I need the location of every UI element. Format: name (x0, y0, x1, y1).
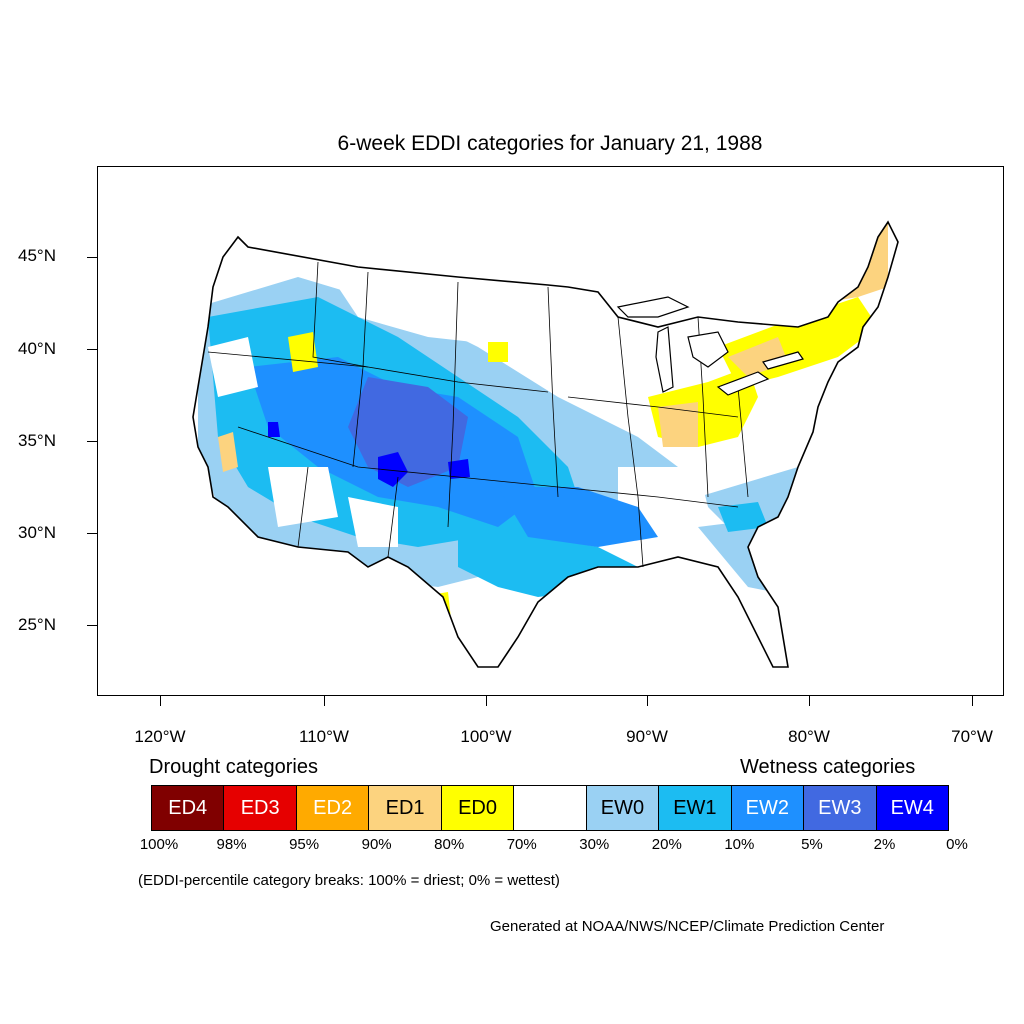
legend-cell-ew1: EW1 (659, 786, 732, 830)
map-frame (97, 166, 1004, 696)
legend-break-label: 100% (139, 836, 179, 853)
legend-break-label: 10% (724, 836, 755, 853)
wetness-heading: Wetness categories (740, 756, 916, 778)
legend-cell-ew3: EW3 (804, 786, 877, 830)
lat-tick (87, 625, 97, 626)
legend-break-label: 2% (873, 836, 896, 853)
state-borders (207, 261, 749, 568)
legend-break-label: 90% (361, 836, 392, 853)
legend-cell-ew0: EW0 (586, 786, 660, 830)
lon-label-70: 70°W (951, 727, 993, 746)
lon-label-80: 80°W (788, 727, 830, 746)
legend-cell-neutral (514, 786, 587, 830)
lat-label-40: 40°N (18, 339, 56, 358)
lat-tick (87, 441, 97, 442)
lon-tick (809, 696, 810, 706)
lat-tick (87, 533, 97, 534)
legend-cell-ed1: ED1 (369, 786, 442, 830)
great-lakes (616, 296, 804, 396)
legend-cell-ew4: EW4 (876, 786, 948, 830)
category-note: (EDDI-percentile category breaks: 100% =… (138, 872, 560, 889)
lon-tick (324, 696, 325, 706)
lat-tick (87, 349, 97, 350)
legend-cell-ed4: ED4 (152, 786, 225, 830)
lon-tick (160, 696, 161, 706)
coastline (192, 220, 899, 668)
legend-break-label: 5% (801, 836, 823, 853)
lat-tick (87, 257, 97, 258)
lat-label-45: 45°N (18, 246, 56, 265)
lon-label-90: 90°W (626, 727, 668, 746)
eddi-map (192, 220, 899, 668)
map-title: 6-week EDDI categories for January 21, 1… (337, 132, 763, 155)
legend-color-bar: ED4 ED3 ED2 ED1 ED0 EW0 EW1 EW2 EW3 EW4 (151, 785, 949, 831)
legend-break-label: 98% (216, 836, 247, 853)
legend-cell-ed0: ED0 (441, 786, 515, 830)
credit-line: Generated at NOAA/NWS/NCEP/Climate Predi… (490, 918, 885, 935)
legend-break-label: 95% (289, 836, 320, 853)
legend-break-label: 30% (579, 836, 610, 853)
lon-label-110: 110°W (299, 727, 349, 746)
lat-label-25: 25°N (18, 615, 56, 634)
legend-break-label: 0% (946, 836, 968, 853)
lon-label-100: 100°W (460, 727, 512, 746)
legend-break-label: 70% (506, 836, 537, 853)
lon-label-120: 120°W (134, 727, 186, 746)
legend-break-label: 80% (434, 836, 465, 853)
drought-heading: Drought categories (149, 756, 318, 778)
lon-tick (486, 696, 487, 706)
legend-break-label: 20% (651, 836, 682, 853)
legend-cell-ed2: ED2 (296, 786, 370, 830)
lat-label-35: 35°N (18, 431, 56, 450)
lat-label-30: 30°N (18, 523, 56, 542)
legend-cell-ed3: ED3 (224, 786, 297, 830)
legend-cell-ew2: EW2 (731, 786, 805, 830)
lon-tick (647, 696, 648, 706)
lon-tick (972, 696, 973, 706)
